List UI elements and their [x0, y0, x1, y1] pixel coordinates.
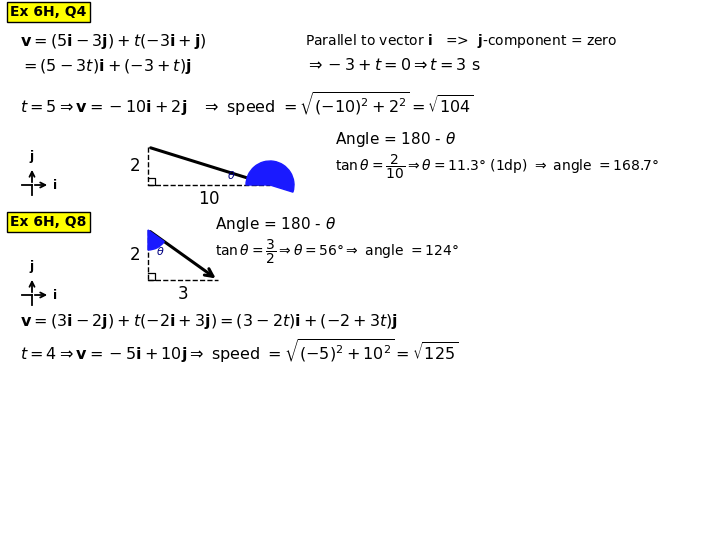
- Text: $2$: $2$: [129, 157, 140, 175]
- Text: $\mathbf{v} = (3\mathbf{i}-2\mathbf{j})+t(-2\mathbf{i}+3\mathbf{j}) = (3-2t)\mat: $\mathbf{v} = (3\mathbf{i}-2\mathbf{j})+…: [20, 312, 398, 331]
- Text: $\theta$: $\theta$: [156, 245, 165, 257]
- Wedge shape: [148, 230, 164, 250]
- Text: $\mathbf{i}$: $\mathbf{i}$: [52, 178, 57, 192]
- Text: Ex 6H, Q4: Ex 6H, Q4: [10, 5, 86, 19]
- Text: $\Rightarrow -3+t = 0 \Rightarrow t = 3$ s: $\Rightarrow -3+t = 0 \Rightarrow t = 3$…: [305, 57, 480, 73]
- Text: $\tan\theta = \dfrac{2}{10} \Rightarrow \theta = 11.3°$ (1dp) $\Rightarrow$ angl: $\tan\theta = \dfrac{2}{10} \Rightarrow …: [335, 153, 659, 181]
- Text: Angle = 180 - $\theta$: Angle = 180 - $\theta$: [335, 130, 456, 149]
- Text: $\mathbf{j}$: $\mathbf{j}$: [30, 258, 35, 275]
- Text: Parallel to vector $\mathbf{i}$   =>  $\mathbf{j}$-component = zero: Parallel to vector $\mathbf{i}$ => $\mat…: [305, 32, 617, 50]
- Text: $= (5-3t)\mathbf{i}+(-3+t)\mathbf{j}$: $= (5-3t)\mathbf{i}+(-3+t)\mathbf{j}$: [20, 57, 192, 76]
- Text: $10$: $10$: [198, 190, 220, 208]
- Text: Ex 6H, Q8: Ex 6H, Q8: [10, 215, 86, 229]
- Text: $\tan\theta = \dfrac{3}{2} \Rightarrow \theta = 56°\Rightarrow$ angle $= 124°$: $\tan\theta = \dfrac{3}{2} \Rightarrow \…: [215, 238, 459, 266]
- Text: $t = 5 \Rightarrow \mathbf{v} = -10\mathbf{i}+2\mathbf{j}$   $\Rightarrow$ speed: $t = 5 \Rightarrow \mathbf{v} = -10\math…: [20, 90, 474, 118]
- Text: $3$: $3$: [177, 285, 189, 303]
- Text: $\theta$: $\theta$: [228, 169, 236, 181]
- Text: $\mathbf{v} = (5\mathbf{i}-3\mathbf{j})+t(-3\mathbf{i}+\mathbf{j})$: $\mathbf{v} = (5\mathbf{i}-3\mathbf{j})+…: [20, 32, 207, 51]
- Text: $2$: $2$: [129, 246, 140, 264]
- Wedge shape: [246, 161, 294, 192]
- Text: $\mathbf{j}$: $\mathbf{j}$: [30, 148, 35, 165]
- Text: Angle = 180 - $\theta$: Angle = 180 - $\theta$: [215, 215, 336, 234]
- Text: $t = 4 \Rightarrow \mathbf{v} = -5\mathbf{i}+10\mathbf{j} \Rightarrow$ speed $= : $t = 4 \Rightarrow \mathbf{v} = -5\mathb…: [20, 337, 459, 365]
- Text: $\mathbf{i}$: $\mathbf{i}$: [52, 288, 57, 302]
